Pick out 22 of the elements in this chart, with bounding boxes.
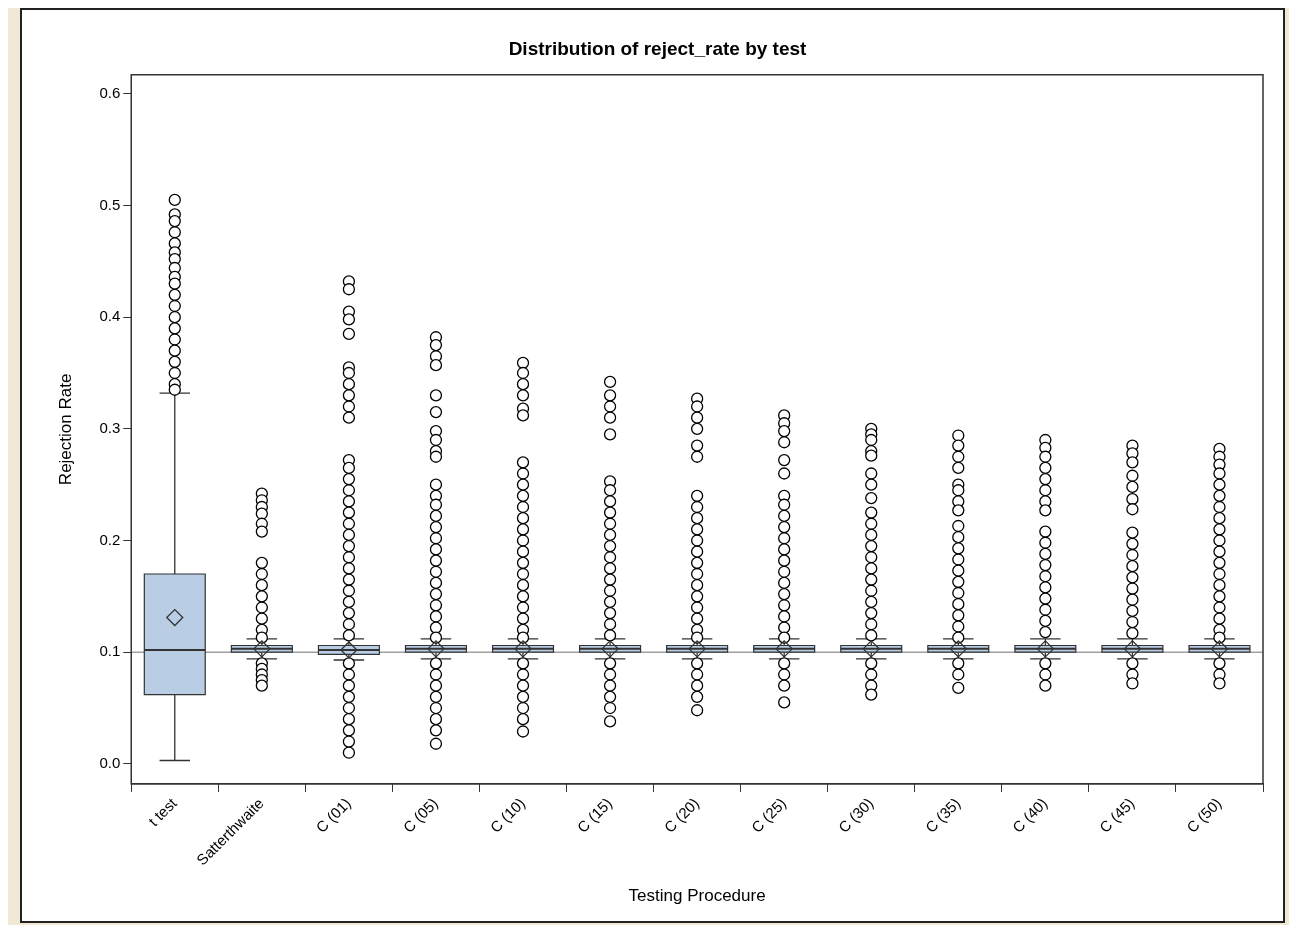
- x-tick-label: C (20): [660, 794, 703, 836]
- y-tick-label: 0.3: [99, 418, 121, 436]
- y-tick-label: 0.4: [99, 307, 121, 325]
- x-tick-label: t test: [144, 793, 181, 830]
- x-tick-label: C (01): [312, 794, 354, 836]
- x-tick-label: C (30): [834, 794, 877, 836]
- y-tick-label: 0.1: [99, 642, 121, 660]
- x-tick-label: C (40): [1008, 794, 1051, 836]
- y-axis-title: Rejection Rate: [55, 373, 75, 486]
- y-tick-label: 0.5: [99, 195, 121, 213]
- chart-title: Distribution of reject_rate by test: [508, 37, 808, 59]
- x-tick-label: C (15): [573, 794, 616, 836]
- x-tick-label: C (10): [486, 794, 529, 836]
- y-tick-label: 0.0: [99, 754, 121, 772]
- x-tick-label: C (35): [921, 794, 964, 836]
- x-tick-label: C (45): [1095, 794, 1138, 836]
- x-tick-label: C (05): [399, 794, 441, 836]
- x-tick-label: C (25): [747, 794, 790, 836]
- y-tick-label: 0.6: [99, 83, 121, 101]
- y-tick-label: 0.2: [99, 530, 121, 548]
- x-tick-label: C (50): [1183, 794, 1225, 836]
- x-axis-title: Testing Procedure: [628, 886, 766, 906]
